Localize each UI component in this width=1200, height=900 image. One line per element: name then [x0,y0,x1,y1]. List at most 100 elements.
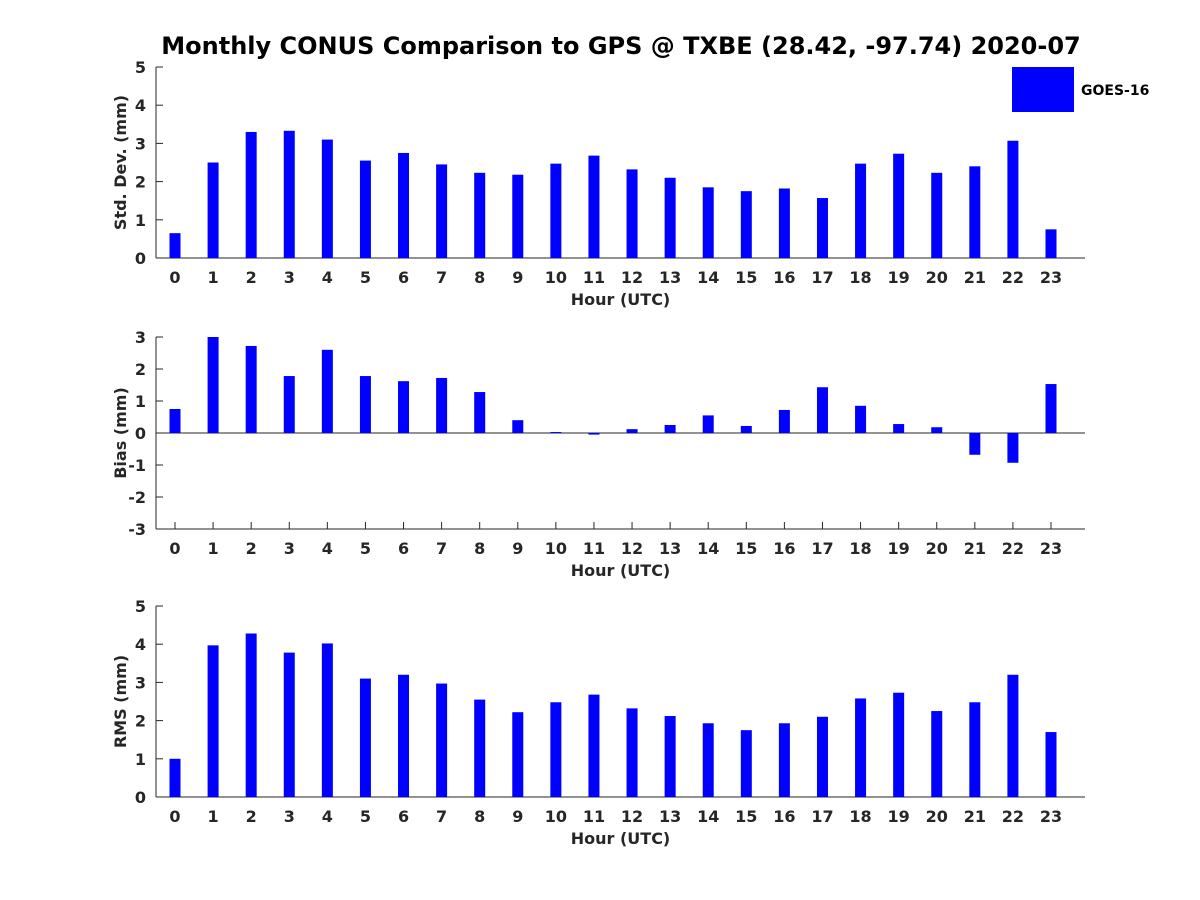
x-tick-label: 18 [849,268,871,287]
y-tick-label: 0 [135,249,146,268]
bar-hour-1 [207,162,219,258]
y-axis-label: RMS (mm) [111,655,130,748]
x-tick-label: 4 [322,268,333,287]
y-axis-label: Bias (mm) [111,387,130,479]
bar-hour-22 [1007,140,1019,258]
bar-hour-21 [969,166,981,258]
y-tick-label: -1 [128,456,146,475]
y-tick-label: 4 [135,635,146,654]
legend-swatch-goes-16 [1012,67,1074,112]
y-tick-label: 1 [135,750,146,769]
x-tick-label: 4 [322,539,333,558]
bar-hour-0 [169,233,181,258]
bar-hour-18 [855,163,867,258]
y-tick-label: 2 [135,712,146,731]
x-tick-label: 12 [621,539,643,558]
bar-hour-12 [626,429,638,433]
y-tick-label: 2 [135,360,146,379]
bar-hour-15 [740,425,752,433]
bar-hour-0 [169,409,181,433]
x-tick-label: 16 [773,539,795,558]
x-tick-label: 5 [360,807,371,826]
x-tick-label: 10 [545,539,567,558]
y-tick-label: -3 [128,520,146,539]
x-tick-label: 21 [964,268,986,287]
bar-hour-17 [816,387,828,433]
bar-hour-1 [207,337,219,433]
bar-hour-16 [778,409,790,433]
x-tick-label: 14 [697,807,719,826]
bar-hour-10 [550,432,562,433]
y-tick-label: 5 [135,597,146,616]
bar-hour-19 [893,424,905,433]
bar-hour-21 [969,702,981,797]
y-tick-label: 5 [135,58,146,77]
y-axis-label: Std. Dev. (mm) [111,95,130,230]
bar-hour-13 [664,425,676,433]
bar-hour-5 [359,678,371,797]
x-tick-label: 17 [811,268,833,287]
y-tick-label: 1 [135,211,146,230]
bar-hour-6 [398,152,410,258]
x-tick-label: 20 [926,268,948,287]
bar-hour-8 [474,699,486,797]
x-tick-label: 15 [735,807,757,826]
bar-hour-2 [245,131,257,258]
x-tick-label: 8 [474,539,485,558]
bar-hour-9 [512,174,524,258]
x-axis-label: Hour (UTC) [571,290,671,309]
y-tick-label: 1 [135,392,146,411]
bar-hour-18 [855,698,867,797]
x-tick-label: 7 [436,539,447,558]
x-tick-label: 9 [512,268,523,287]
x-tick-label: 2 [246,807,257,826]
bar-hour-15 [740,730,752,797]
x-tick-label: 0 [169,539,180,558]
y-tick-label: 3 [135,328,146,347]
x-tick-label: 20 [926,807,948,826]
bar-hour-7 [436,683,448,797]
x-tick-label: 2 [246,268,257,287]
bar-hour-5 [359,160,371,258]
x-tick-label: 19 [888,268,910,287]
x-tick-label: 6 [398,268,409,287]
x-tick-label: 18 [849,807,871,826]
bar-hour-18 [855,405,867,433]
bar-hour-0 [169,758,181,797]
bar-hour-23 [1045,732,1057,797]
y-tick-label: 2 [135,173,146,192]
x-tick-label: 17 [811,807,833,826]
x-tick-label: 5 [360,539,371,558]
x-tick-label: 23 [1040,268,1062,287]
bar-hour-7 [436,164,448,258]
bar-hour-14 [702,187,714,258]
x-tick-label: 22 [1002,807,1024,826]
x-tick-label: 1 [208,539,219,558]
bar-hour-11 [588,433,600,435]
x-tick-label: 21 [964,807,986,826]
x-tick-label: 6 [398,539,409,558]
bar-hour-19 [893,153,905,258]
bar-hour-12 [626,708,638,797]
x-tick-label: 15 [735,539,757,558]
bar-hour-21 [969,433,981,455]
bar-hour-8 [474,172,486,258]
x-tick-label: 16 [773,268,795,287]
x-tick-label: 19 [888,807,910,826]
bar-hour-16 [778,723,790,797]
x-tick-label: 5 [360,268,371,287]
x-tick-label: 12 [621,268,643,287]
legend-label-goes-16: GOES-16 [1081,83,1149,99]
x-tick-label: 11 [583,539,605,558]
x-tick-label: 3 [284,268,295,287]
x-tick-label: 14 [697,539,719,558]
bar-hour-2 [245,345,257,433]
x-tick-label: 11 [583,807,605,826]
bar-hour-2 [245,633,257,797]
y-tick-label: 3 [135,673,146,692]
bar-hour-19 [893,692,905,797]
legend: GOES-16 [1012,67,1149,112]
y-tick-label: 4 [135,96,146,115]
